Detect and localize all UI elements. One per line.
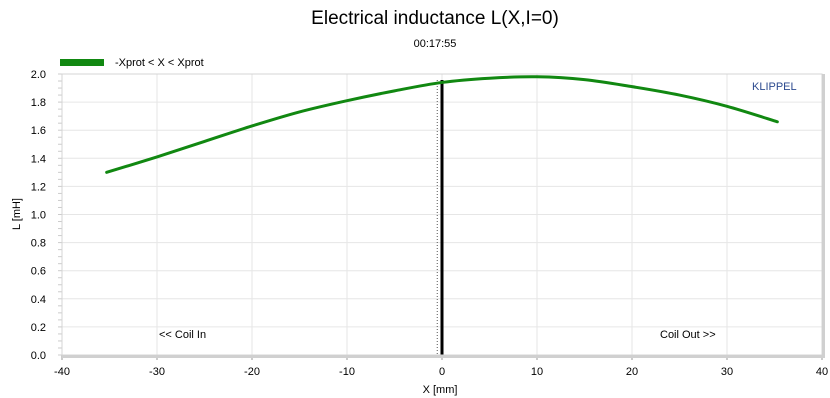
x-tick-label: 30	[721, 366, 733, 378]
y-tick-label: 0.2	[31, 322, 46, 334]
x-axis-bar	[62, 355, 822, 358]
y-tick-label: 1.0	[31, 210, 46, 222]
y-tick-label: 1.8	[31, 97, 46, 109]
x-axis-label: X [mm]	[423, 384, 458, 396]
x-tick-label: -30	[149, 366, 165, 378]
y-tick-label: 0.4	[31, 294, 46, 306]
x-tick-label: -40	[54, 366, 70, 378]
chart-title: Electrical inductance L(X,I=0)	[311, 8, 559, 29]
right-axis-bar	[822, 74, 825, 358]
annotation-coil-in: << Coil In	[159, 329, 206, 341]
y-tick-label: 0.0	[31, 350, 46, 362]
series-layer	[105, 75, 779, 355]
y-tick-label: 0.6	[31, 266, 46, 278]
annotation-coil-out: Coil Out >>	[660, 329, 716, 341]
x-tick-label: 10	[531, 366, 543, 378]
y-tick-label: 1.6	[31, 125, 46, 137]
legend-swatch	[60, 59, 104, 66]
y-tick-label: 1.2	[31, 181, 46, 193]
x-tick-label: 20	[626, 366, 638, 378]
chart-timestamp: 00:17:55	[414, 38, 457, 50]
brand-label: KLIPPEL	[752, 81, 797, 93]
y-tick-label: 2.0	[31, 69, 46, 81]
x-tick-label: 40	[816, 366, 828, 378]
y-axis-label: L [mH]	[11, 198, 23, 230]
x-tick-label: -20	[244, 366, 260, 378]
legend-label: -Xprot < X < Xprot	[115, 57, 204, 69]
x-tick-label: -10	[339, 366, 355, 378]
legend: -Xprot < X < Xprot	[60, 57, 204, 69]
x-tick-label: 0	[439, 366, 445, 378]
series-line	[105, 75, 779, 174]
y-tick-label: 1.4	[31, 153, 46, 165]
y-tick-label: 0.8	[31, 238, 46, 250]
